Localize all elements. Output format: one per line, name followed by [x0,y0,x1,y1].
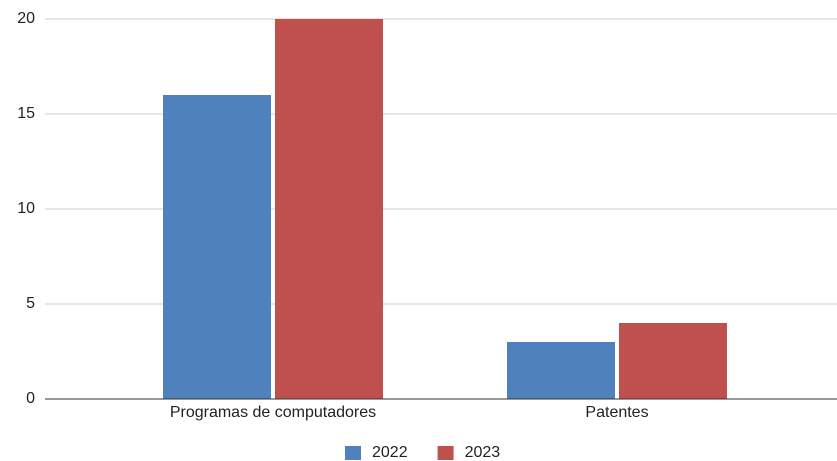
y-tick-label: 0 [26,390,35,407]
legend-swatch [437,446,454,460]
y-tick-label: 10 [17,200,35,217]
x-tick-label: Patentes [585,404,648,421]
y-tick-label: 15 [17,105,35,122]
bar [507,342,615,399]
bar [163,95,271,399]
bar [619,323,727,399]
legend-swatch [345,446,361,460]
y-tick-label: 5 [26,295,35,312]
legend-label: 2023 [465,444,501,461]
y-tick-label: 20 [17,10,35,27]
bar [275,19,383,399]
legend-label: 2022 [372,444,408,461]
x-tick-label: Programas de computadores [170,404,376,421]
